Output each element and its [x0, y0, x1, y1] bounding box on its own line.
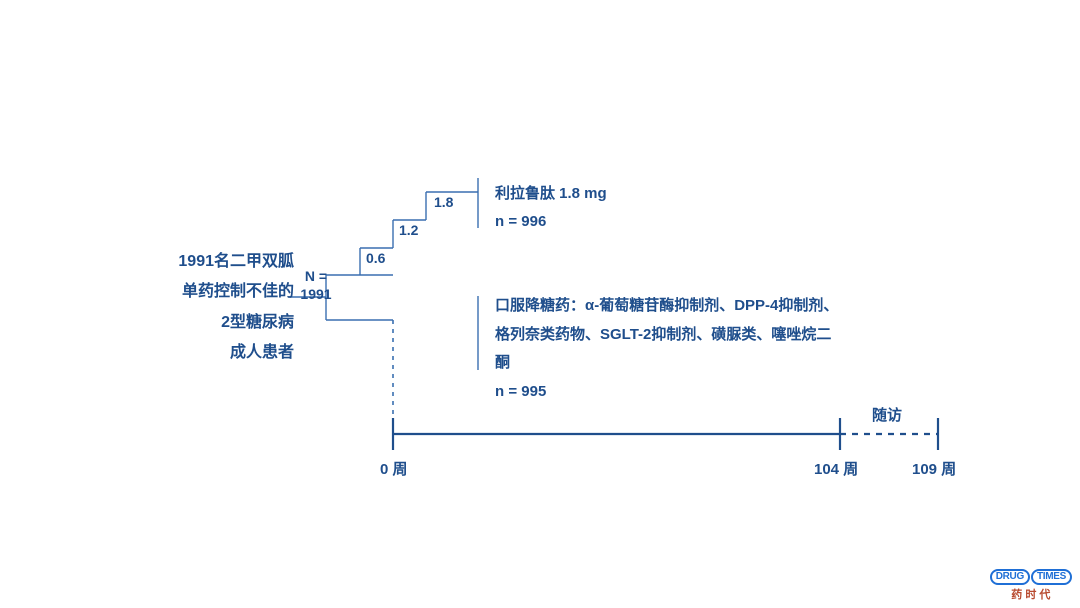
n-label-top: N = — [296, 268, 336, 286]
logo-en-drug: DRUG — [990, 569, 1030, 585]
arm2-line1: 口服降糖药：α-葡萄糖苷酶抑制剂、DPP-4抑制剂、 — [495, 292, 940, 321]
axis-t2: 109 周 — [912, 458, 956, 479]
population-text: 1991名二甲双胍 单药控制不佳的 2型糖尿病 成人患者 — [139, 247, 294, 369]
arm2-line3: 酮 — [495, 349, 940, 378]
population-line4: 成人患者 — [139, 338, 294, 368]
axis-t0: 0 周 — [380, 458, 408, 479]
dose-1-8: 1.8 — [434, 194, 453, 210]
logo-en-times: TIMES — [1031, 569, 1072, 585]
population-line2: 单药控制不佳的 — [139, 277, 294, 307]
dose-0-6: 0.6 — [366, 250, 385, 266]
randomize-n: N = 1991 — [296, 268, 336, 303]
n-label-bottom: 1991 — [296, 286, 336, 304]
population-line3: 2型糖尿病 — [139, 308, 294, 338]
watermark-logo: DRUGTIMES 药 时 代 — [990, 566, 1072, 602]
arm1-text: 利拉鲁肽 1.8 mg n = 996 — [495, 180, 607, 236]
arm2-n: n = 995 — [495, 378, 940, 407]
arm1-title: 利拉鲁肽 1.8 mg — [495, 180, 607, 208]
population-line1: 1991名二甲双胍 — [139, 247, 294, 277]
dose-1-2: 1.2 — [399, 222, 418, 238]
axis-t1: 104 周 — [814, 458, 858, 479]
logo-cn: 药 时 代 — [990, 586, 1072, 602]
followup-label: 随访 — [872, 404, 902, 425]
arm1-n: n = 996 — [495, 208, 607, 236]
arm2-text: 口服降糖药：α-葡萄糖苷酶抑制剂、DPP-4抑制剂、 格列奈类药物、SGLT-2… — [495, 292, 940, 406]
arm2-line2: 格列奈类药物、SGLT-2抑制剂、磺脲类、噻唑烷二 — [495, 321, 940, 350]
